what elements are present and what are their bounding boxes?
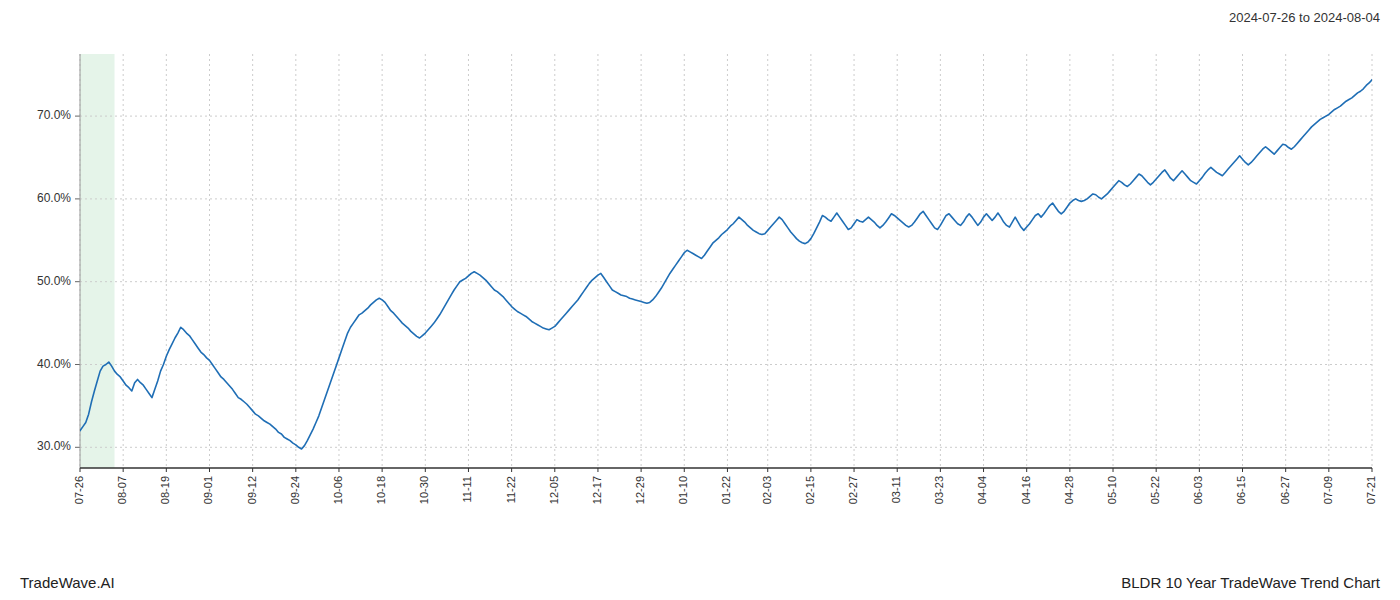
x-tick-label: 12-29 (634, 476, 646, 504)
grid-line-x (425, 54, 426, 468)
grid-line-x (1113, 54, 1114, 468)
x-tick-label: 09-24 (289, 476, 301, 504)
x-tick-label: 05-22 (1149, 476, 1161, 504)
x-tick-label: 02-03 (761, 476, 773, 504)
x-tick-label: 07-26 (73, 476, 85, 504)
x-tick-label: 11-22 (505, 476, 517, 503)
x-tick-label: 11-11 (461, 476, 473, 503)
grid-line-x (641, 54, 642, 468)
y-tick-label: 30.0% (37, 439, 71, 453)
x-tick-label: 06-27 (1279, 476, 1291, 504)
x-tick-label: 06-15 (1235, 476, 1247, 504)
grid (80, 54, 1372, 468)
axes: 30.0% 40.0% 50.0% 60.0% 70.0% 07-26 08-07 08-19… (37, 54, 1377, 504)
x-tick-label: 10-06 (332, 476, 344, 504)
x-tick-label: 01-22 (720, 476, 732, 504)
grid-line-x (983, 54, 984, 468)
chart: 30.0% 40.0% 50.0% 60.0% 70.0% 07-26 08-07 08-19… (0, 0, 1400, 600)
page-body: {"chart_data": { "type": "line", "title"… (0, 0, 1400, 600)
grid-line-y (80, 198, 1372, 199)
x-tick-label: 03-11 (890, 476, 902, 503)
page: Trend chart html, body { margin: 0; padd… (0, 0, 1400, 600)
x-tick-label: 02-15 (804, 476, 816, 504)
grid-line-x (1026, 54, 1027, 468)
x-tick-label: 01-10 (677, 476, 689, 504)
x-tick-label: 07-09 (1322, 476, 1334, 504)
grid-line-x (940, 54, 941, 468)
grid-line-x (1199, 54, 1200, 468)
grid-line-x (382, 54, 383, 468)
grid-line-x (468, 54, 469, 468)
grid-line-x (123, 54, 124, 468)
grid-line-y (80, 116, 1372, 117)
grid-line-y (80, 281, 1372, 282)
grid-line-x (727, 54, 728, 468)
y-tick (75, 447, 80, 448)
grid-line-x (767, 54, 768, 468)
grid-line-y (80, 447, 1372, 448)
subtitle: 2024-07-26 to 2024-08-04 (1229, 10, 1380, 25)
x-tick-label: 03-23 (933, 476, 945, 504)
y-tick (75, 116, 80, 117)
grid-line-x (1156, 54, 1157, 468)
grid-line-x (1372, 54, 1373, 468)
grid-line-x (810, 54, 811, 468)
x-tick-label: 10-18 (375, 476, 387, 504)
footer-annotation: TradeWave.AI (20, 574, 115, 591)
x-tick-label: 12-17 (591, 476, 603, 504)
grid-line-x (1069, 54, 1070, 468)
grid-line-x (252, 54, 253, 468)
grid-line-x (1285, 54, 1286, 468)
x-tick-label: 09-01 (202, 476, 214, 504)
y-tick-label: 50.0% (37, 274, 71, 288)
grid-line-x (295, 54, 296, 468)
x-tick-label: 02-27 (847, 476, 859, 504)
grid-line-x (338, 54, 339, 468)
x-tick-label: 04-04 (976, 476, 988, 504)
y-tick (75, 198, 80, 199)
trend-line (80, 80, 1372, 449)
grid-line-x (684, 54, 685, 468)
x-axis-line (80, 467, 1372, 469)
plot-data (80, 80, 1372, 449)
grid-line-x (897, 54, 898, 468)
grid-line-x (80, 54, 81, 468)
x-tick-label: 09-12 (246, 476, 258, 504)
y-tick-label: 40.0% (37, 357, 71, 371)
x-tick-label: 12-05 (548, 476, 560, 504)
y-axis-line (80, 54, 81, 468)
x-tick-label: 05-10 (1106, 476, 1118, 504)
grid-line-y (80, 364, 1372, 365)
grid-line-x (209, 54, 210, 468)
grid-line-x (1328, 54, 1329, 468)
y-tick-label: 60.0% (37, 191, 71, 205)
x-tick-label: 04-16 (1020, 476, 1032, 504)
grid-line-x (554, 54, 555, 468)
grid-line-x (1242, 54, 1243, 468)
grid-line-x (511, 54, 512, 468)
grid-line-x (597, 54, 598, 468)
x-tick-label: 06-03 (1192, 476, 1204, 504)
x-tick-label: 07-21 (1365, 476, 1377, 504)
x-tick-label: 04-28 (1063, 476, 1075, 504)
x-tick-label: 10-30 (418, 476, 430, 504)
y-tick-label: 70.0% (37, 108, 71, 122)
title: BLDR 10 Year TradeWave Trend Chart (1121, 574, 1381, 591)
x-tick-label: 08-07 (116, 476, 128, 504)
grid-line-x (166, 54, 167, 468)
grid-line-x (854, 54, 855, 468)
y-tick (75, 281, 80, 282)
x-tick-label: 08-19 (159, 476, 171, 504)
y-tick (75, 364, 80, 365)
